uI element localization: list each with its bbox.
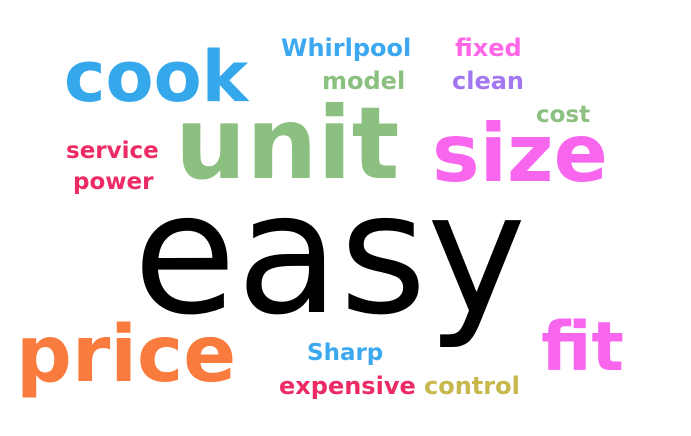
word-power: power (73, 169, 154, 195)
word-easy: easy (133, 156, 527, 352)
word-whirlpool: Whirlpool (281, 34, 412, 62)
word-price: price (16, 310, 237, 400)
word-size: size (432, 107, 608, 200)
word-control: control (424, 372, 520, 400)
word-service: service (66, 138, 159, 164)
word-fixed: fixed (455, 34, 522, 62)
word-fit: fit (541, 308, 624, 387)
word-model: model (322, 67, 406, 95)
word-cook: cook (64, 36, 249, 118)
word-cost: cost (536, 102, 591, 128)
word-expensive: expensive (279, 372, 416, 400)
word-sharp: Sharp (307, 340, 384, 366)
word-unit: unit (175, 85, 400, 202)
word-clean: clean (452, 67, 525, 95)
